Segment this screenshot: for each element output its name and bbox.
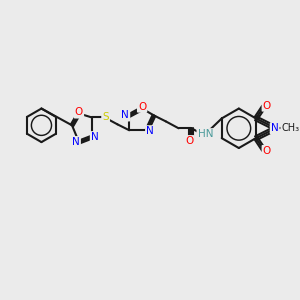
Text: O: O: [262, 100, 271, 111]
Text: O: O: [138, 102, 146, 112]
Text: N: N: [72, 137, 80, 147]
Text: N: N: [146, 126, 154, 136]
Text: O: O: [185, 136, 194, 146]
Text: N: N: [122, 110, 129, 121]
Text: O: O: [75, 107, 83, 118]
Text: O: O: [262, 146, 271, 156]
Text: HN: HN: [197, 129, 213, 139]
Text: N: N: [271, 123, 278, 133]
Text: S: S: [102, 112, 109, 122]
Text: N: N: [91, 132, 99, 142]
Text: CH₃: CH₃: [281, 123, 299, 133]
